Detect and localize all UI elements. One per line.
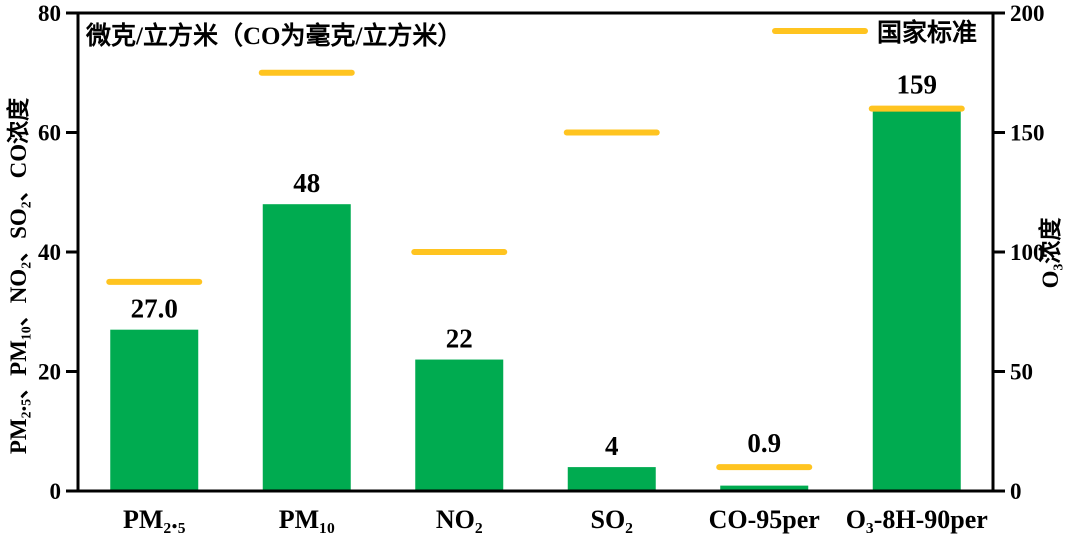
value-label-2: 22 [446,324,473,354]
unit-annotation: 微克/立方米（CO为毫克/立方米） [85,21,462,50]
standard-line-5 [868,105,965,112]
standard-line-1 [258,69,355,76]
right-axis-tick-label: 200 [1010,1,1045,26]
legend-line-symbol [772,28,868,34]
left-axis-tick-label: 0 [50,479,62,504]
value-label-1: 48 [293,168,320,198]
category-label-2: NO₂ [436,505,483,534]
bar-2 [415,359,504,491]
category-label-1: PM₁₀ [279,505,335,534]
standard-line-3 [563,129,660,136]
value-label-3: 4 [605,431,619,461]
standard-line-2 [411,249,508,255]
legend-label: 国家标准 [877,18,977,47]
bar-5 [872,110,961,492]
left-axis-tick-label: 80 [38,1,61,26]
right-axis-tick-label: 150 [1010,121,1045,146]
bar-3 [567,467,656,491]
category-label-3: SO₂ [591,505,634,534]
bar-1 [262,204,351,491]
right-axis-title: O₃浓度 [1037,217,1063,289]
standard-line-0 [106,278,203,285]
category-label-4: CO-95per [709,505,820,534]
value-label-0: 27.0 [131,294,178,324]
value-label-5: 159 [897,70,938,100]
left-axis-tick-label: 20 [38,360,61,385]
left-axis-title: PM₂.₅、PM₁₀、NO₂、SO₂、CO浓度 [5,97,31,454]
right-axis-tick-label: 0 [1010,479,1022,504]
category-label-5: O₃-8H-90per [846,505,988,534]
standard-line-4 [716,464,813,471]
right-axis-tick-label: 100 [1010,240,1045,265]
left-axis-tick-label: 60 [38,121,61,146]
right-axis-tick-label: 50 [1010,360,1033,385]
bar-0 [110,329,199,491]
bar-4 [720,485,809,491]
category-label-0: PM₂.₅ [123,505,186,534]
value-label-4: 0.9 [747,428,781,458]
left-axis-tick-label: 40 [38,240,61,265]
